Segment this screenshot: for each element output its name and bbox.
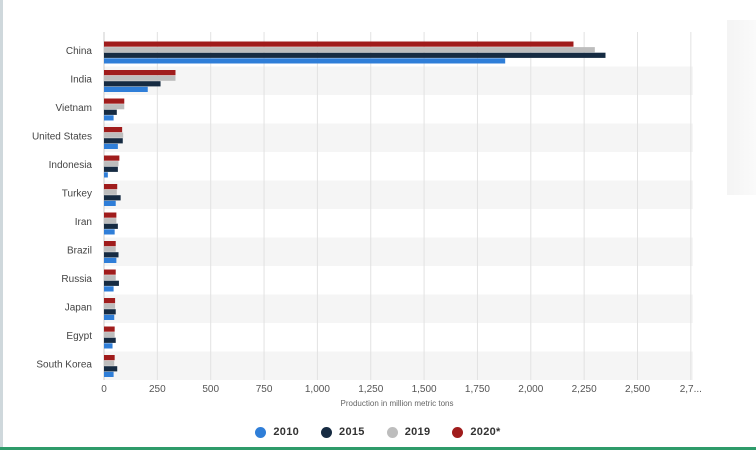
- x-tick-label: 1,750: [465, 384, 490, 395]
- category-label: Egypt: [66, 331, 92, 342]
- side-panel: [727, 20, 756, 195]
- bar: [104, 326, 115, 332]
- bar: [104, 360, 115, 366]
- bar: [104, 286, 114, 292]
- bar: [104, 298, 116, 304]
- category-label: Turkey: [62, 189, 92, 200]
- category-label: South Korea: [36, 360, 92, 371]
- bar: [104, 155, 120, 161]
- bar: [104, 241, 116, 247]
- bar: [104, 252, 119, 258]
- legend-dot-icon: [321, 426, 333, 438]
- bar: [104, 246, 116, 252]
- bar: [104, 189, 117, 195]
- x-tick-label: 1,250: [358, 384, 383, 395]
- bar: [104, 161, 119, 167]
- x-tick-label: 500: [202, 384, 219, 395]
- bar: [104, 314, 115, 320]
- x-tick-label: 250: [149, 384, 166, 395]
- row-band: [104, 123, 693, 152]
- bar: [104, 70, 176, 76]
- bar: [104, 257, 117, 263]
- category-label: United States: [32, 132, 92, 143]
- bar: [104, 109, 117, 115]
- category-label: Vietnam: [55, 103, 92, 114]
- bar: [104, 218, 117, 224]
- left-border: [0, 0, 3, 450]
- legend-item[interactable]: 2019: [386, 426, 431, 438]
- category-label: Japan: [65, 303, 92, 314]
- bar: [104, 366, 118, 372]
- bar: [104, 47, 595, 53]
- row-band: [104, 294, 693, 323]
- chart-legend: 2010 2015 2019 2020*: [0, 423, 756, 441]
- legend-dot-icon: [386, 426, 398, 438]
- bar: [104, 86, 148, 92]
- x-tick-label: 2,500: [625, 384, 650, 395]
- bar: [104, 138, 123, 144]
- x-tick-label: 1,500: [412, 384, 437, 395]
- bar: [104, 75, 176, 81]
- row-band: [104, 351, 693, 380]
- bar: [104, 303, 116, 309]
- bar: [104, 184, 118, 190]
- x-tick-label: 750: [256, 384, 273, 395]
- category-label: Russia: [61, 274, 92, 285]
- category-label: Brazil: [67, 246, 92, 257]
- bar: [104, 332, 115, 338]
- category-label: India: [70, 75, 92, 86]
- row-band: [104, 66, 693, 95]
- bar: [104, 280, 119, 286]
- bar: [104, 343, 113, 349]
- x-tick-label: 1,000: [305, 384, 330, 395]
- bar: [104, 212, 117, 218]
- bottom-border: [0, 447, 756, 450]
- legend-label: 2020*: [470, 426, 501, 438]
- bar: [104, 41, 574, 47]
- bar: [104, 132, 124, 138]
- row-band: [104, 237, 693, 266]
- x-axis-title: Production in million metric tons: [341, 399, 454, 408]
- bar: [104, 355, 115, 361]
- legend-dot-icon: [452, 426, 464, 438]
- bar: [104, 166, 118, 172]
- bar: [104, 143, 118, 149]
- bar: [104, 223, 118, 229]
- bar: [104, 337, 116, 343]
- legend-label: 2019: [404, 426, 431, 438]
- bar: [104, 172, 108, 178]
- bar: [104, 58, 506, 64]
- bar: [104, 195, 121, 201]
- x-tick-label: 0: [101, 384, 107, 395]
- row-band: [104, 180, 693, 209]
- category-label: Indonesia: [49, 160, 93, 171]
- bar: [104, 275, 116, 281]
- bar: [104, 269, 116, 275]
- bar: [104, 115, 114, 121]
- bar: [104, 81, 161, 87]
- legend-dot-icon: [255, 426, 267, 438]
- x-tick-label: 2,000: [518, 384, 543, 395]
- bar: [104, 229, 115, 235]
- x-tick-label: 2,7...: [680, 384, 702, 395]
- bar: [104, 200, 116, 206]
- legend-item[interactable]: 2010: [255, 426, 299, 438]
- category-label: China: [66, 46, 93, 57]
- legend-item[interactable]: 2020*: [452, 426, 500, 438]
- bar: [104, 127, 123, 133]
- legend-label: 2010: [273, 426, 300, 438]
- bar: [104, 98, 125, 104]
- x-tick-label: 2,250: [572, 384, 597, 395]
- bar: [104, 52, 606, 58]
- bar: [104, 309, 116, 315]
- bar: [104, 371, 114, 377]
- bar: [104, 104, 125, 110]
- legend-item[interactable]: 2015: [321, 426, 365, 438]
- category-label: Iran: [75, 217, 92, 228]
- legend-label: 2015: [339, 426, 365, 438]
